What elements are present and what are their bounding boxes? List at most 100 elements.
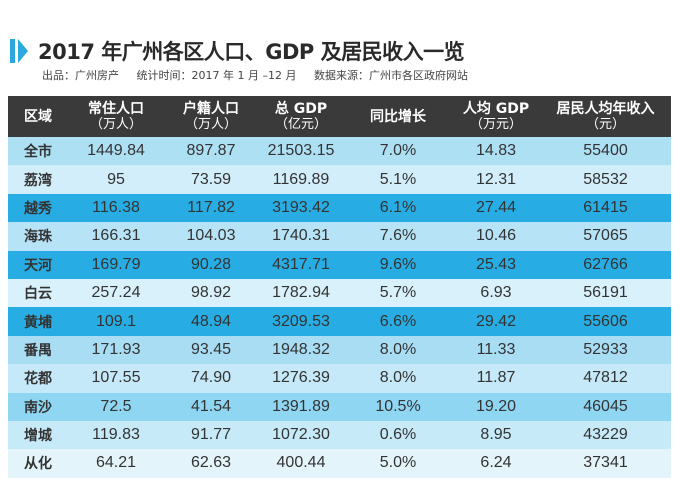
value-cell: 7.0% [379, 142, 417, 160]
value-cell: 5.7% [379, 284, 417, 302]
value-cell: 6.93 [480, 284, 512, 302]
value-cell: 109.1 [95, 312, 137, 330]
column-header-label: 户籍人口 [183, 100, 239, 117]
value-cell: 19.20 [475, 397, 517, 415]
column-header-label: 总 GDP [274, 100, 328, 117]
value-cell: 5.0% [379, 454, 417, 472]
value-cell: 4317.71 [272, 255, 330, 273]
value-cell: 3209.53 [272, 312, 330, 330]
value-cell: 57065 [583, 227, 628, 245]
value-cell: 8.0% [379, 369, 417, 387]
column-header: 区域 [8, 96, 68, 137]
value-cell: 8.0% [379, 340, 417, 358]
table-row: 越秀 116.38 117.82 3193.42 6.1% 27.44 61415 [8, 193, 671, 223]
value-cell: 64.21 [95, 454, 137, 472]
district-cell: 天河 [24, 257, 52, 274]
value-cell: 55400 [583, 142, 628, 160]
value-cell: 46045 [583, 397, 628, 415]
value-cell: 72.5 [100, 397, 132, 415]
value-cell: 257.24 [91, 284, 141, 302]
table-row: 从化 64.21 62.63 400.44 5.0% 6.24 37341 [8, 449, 671, 478]
subtitle: 出品：广州房产 统计时间：2017 年 1 月 –12 月 数据来源：广州市各区… [42, 67, 482, 83]
column-header: 户籍人口 （万人） [164, 96, 258, 137]
value-cell: 171.93 [91, 340, 141, 358]
value-cell: 29.42 [475, 312, 517, 330]
value-cell: 1276.39 [272, 369, 330, 387]
value-cell: 7.6% [379, 227, 417, 245]
column-header: 常住人口 （万人） [68, 96, 164, 137]
table-row: 南沙 72.5 41.54 1391.89 10.5% 19.20 46045 [8, 392, 671, 421]
value-cell: 5.1% [379, 170, 417, 188]
value-cell: 62.63 [190, 454, 232, 472]
district-cell: 海珠 [24, 229, 52, 246]
value-cell: 104.03 [186, 227, 236, 245]
table-row: 白云 257.24 98.92 1782.94 5.7% 6.93 56191 [8, 278, 671, 308]
value-cell: 1948.32 [272, 340, 330, 358]
value-cell: 116.38 [92, 198, 140, 216]
value-cell: 43229 [583, 426, 628, 444]
value-cell: 27.44 [475, 198, 517, 216]
value-cell: 10.46 [475, 227, 517, 245]
district-cell: 番禺 [24, 342, 52, 359]
column-header-unit: （万元） [469, 116, 522, 132]
district-cell: 荔湾 [24, 172, 52, 189]
value-cell: 41.54 [190, 397, 232, 415]
value-cell: 56191 [583, 284, 628, 302]
title-arrow-icon [18, 39, 28, 63]
value-cell: 12.31 [475, 170, 517, 188]
value-cell: 6.6% [379, 312, 417, 330]
table-row: 天河 169.79 90.28 4317.71 9.6% 25.43 62766 [8, 250, 671, 279]
column-header: 总 GDP （亿元） [258, 96, 344, 137]
value-cell: 10.5% [375, 397, 421, 415]
table-row: 海珠 166.31 104.03 1740.31 7.6% 10.46 57065 [8, 222, 671, 251]
source: 数据来源：广州市各区政府网站 [313, 69, 468, 82]
value-cell: 0.6% [379, 426, 417, 444]
column-header: 人均 GDP （万元） [452, 96, 540, 137]
value-cell: 11.33 [476, 340, 516, 358]
district-cell: 花都 [24, 371, 52, 388]
value-cell: 1782.94 [272, 284, 330, 302]
value-cell: 6.24 [480, 454, 512, 472]
title-text: 2017 年广州各区人口、GDP 及居民收入一览 [38, 40, 465, 64]
value-cell: 52933 [583, 340, 628, 358]
table-row: 增城 119.83 91.77 1072.30 0.6% 8.95 43229 [8, 420, 671, 450]
value-cell: 400.44 [276, 454, 326, 472]
table-row: 全市 1449.84 897.87 21503.15 7.0% 14.83 55400 [8, 137, 671, 166]
value-cell: 1740.31 [272, 227, 330, 245]
column-header-unit: （元） [585, 116, 625, 132]
district-cell: 南沙 [24, 399, 52, 416]
value-cell: 8.95 [480, 426, 512, 444]
value-cell: 93.45 [190, 340, 232, 358]
table-row: 番禺 171.93 93.45 1948.32 8.0% 11.33 52933 [8, 335, 671, 365]
column-header: 居民人均年收入 （元） [540, 96, 671, 137]
value-cell: 61415 [583, 198, 628, 216]
column-header-unit: （亿元） [274, 116, 327, 132]
value-cell: 55606 [583, 312, 628, 330]
value-cell: 1449.84 [87, 142, 145, 160]
value-cell: 73.59 [190, 170, 232, 188]
period: 统计时间：2017 年 1 月 –12 月 [136, 69, 297, 82]
value-cell: 1072.30 [272, 426, 330, 444]
value-cell: 74.90 [190, 369, 232, 387]
value-cell: 166.31 [91, 227, 141, 245]
publisher: 出品：广州房产 [42, 69, 119, 82]
value-cell: 21503.15 [267, 142, 335, 160]
value-cell: 117.82 [187, 198, 235, 216]
value-cell: 11.87 [476, 369, 516, 387]
value-cell: 98.92 [190, 284, 232, 302]
value-cell: 58532 [583, 170, 628, 188]
value-cell: 48.94 [190, 312, 232, 330]
district-cell: 白云 [24, 286, 52, 303]
data-table: 区域 常住人口 （万人） 户籍人口 （万人）总 GDP （亿元） 同比增长 人均 GDP （万元… [8, 96, 671, 478]
column-header-label: 居民人均年收入 [556, 100, 655, 117]
value-cell: 37341 [583, 454, 628, 472]
value-cell: 95 [107, 170, 125, 188]
value-cell: 169.79 [91, 255, 141, 273]
value-cell: 25.43 [475, 255, 517, 273]
table-row: 花都 107.55 74.90 1276.39 8.0% 11.87 47812 [8, 364, 671, 393]
value-cell: 14.83 [475, 142, 517, 160]
value-cell: 1391.89 [272, 397, 330, 415]
table-header-row: 区域 常住人口 （万人） 户籍人口 （万人）总 GDP （亿元） 同比增长 人均 GDP （万元… [8, 96, 671, 137]
value-cell: 1169.89 [272, 170, 330, 188]
value-cell: 90.28 [190, 255, 232, 273]
